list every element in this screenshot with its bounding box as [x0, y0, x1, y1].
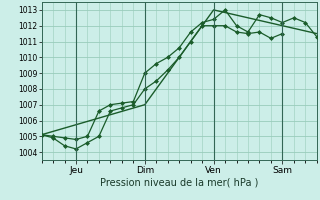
X-axis label: Pression niveau de la mer( hPa ): Pression niveau de la mer( hPa ) — [100, 177, 258, 187]
